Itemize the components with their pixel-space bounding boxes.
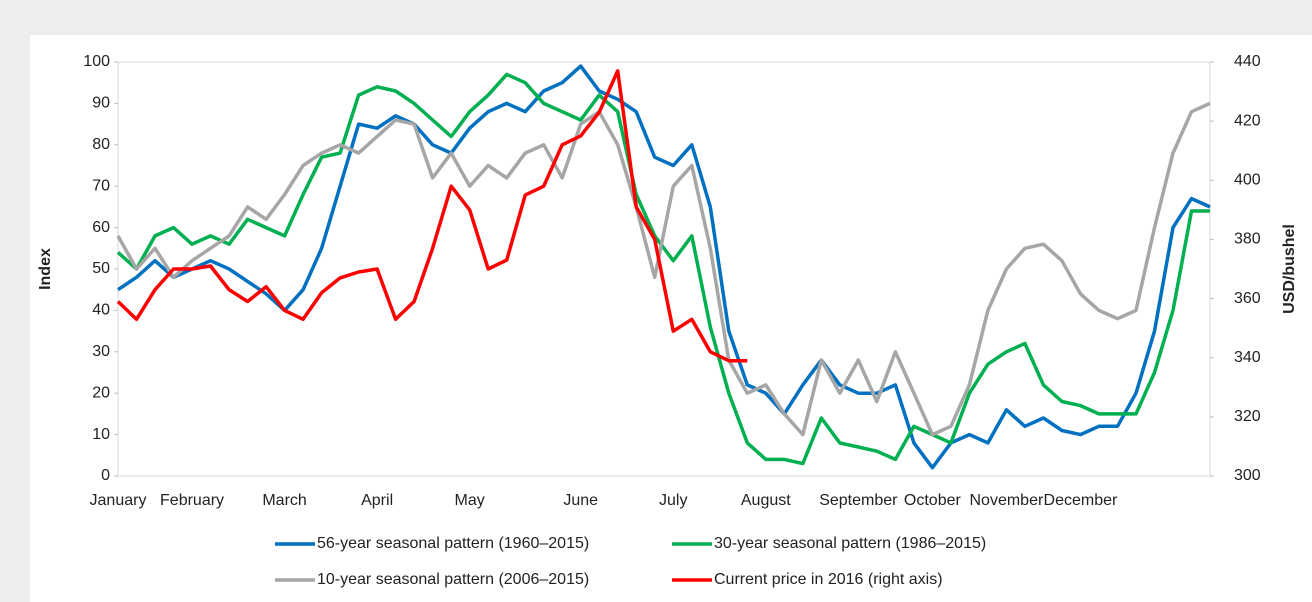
series-line: [116, 72, 1210, 466]
y-tick-label: 100: [83, 53, 110, 70]
y-tick-label: 50: [92, 260, 110, 277]
series-line: [116, 69, 748, 363]
x-tick-label: October: [904, 492, 962, 509]
y2-tick-label: 320: [1234, 408, 1261, 425]
x-tick-label: January: [90, 492, 147, 509]
x-tick-label: April: [361, 492, 393, 509]
x-tick-label: August: [741, 492, 791, 509]
series-line: [116, 101, 1211, 437]
y2-tick-label: 340: [1234, 349, 1261, 366]
x-tick-label: May: [455, 492, 485, 509]
y2-axis-title: USD/bushel: [1281, 224, 1298, 314]
y2-tick-label: 440: [1234, 53, 1261, 70]
x-tick-label: November: [970, 492, 1044, 509]
y2-tick-label: 380: [1234, 231, 1261, 248]
y-tick-label: 20: [92, 384, 110, 401]
series-line: [117, 64, 1211, 470]
y-tick-label: 40: [92, 302, 110, 319]
x-tick-label: December: [1044, 492, 1118, 509]
y-axis-title: Index: [37, 248, 54, 290]
legend-label: Current price in 2016 (right axis): [714, 571, 943, 588]
y-tick-label: 30: [92, 343, 110, 360]
y2-tick-label: 360: [1234, 290, 1261, 307]
y-tick-label: 80: [92, 136, 110, 153]
x-tick-label: September: [819, 492, 898, 509]
x-tick-label: July: [659, 492, 687, 509]
y-tick-label: 0: [101, 467, 110, 484]
legend-label: 10-year seasonal pattern (2006–2015): [317, 571, 589, 588]
y2-tick-label: 300: [1234, 467, 1261, 484]
x-tick-label: March: [262, 492, 306, 509]
y-tick-label: 70: [92, 177, 110, 194]
y2-tick-label: 420: [1234, 112, 1261, 129]
x-tick-label: February: [160, 492, 224, 509]
y2-tick-label: 400: [1234, 172, 1261, 189]
y-tick-label: 10: [92, 426, 110, 443]
y-tick-label: 60: [92, 219, 110, 236]
legend-label: 56-year seasonal pattern (1960–2015): [317, 535, 589, 552]
y-tick-label: 90: [92, 95, 110, 112]
x-tick-label: June: [563, 492, 598, 509]
legend-label: 30-year seasonal pattern (1986–2015): [714, 535, 986, 552]
